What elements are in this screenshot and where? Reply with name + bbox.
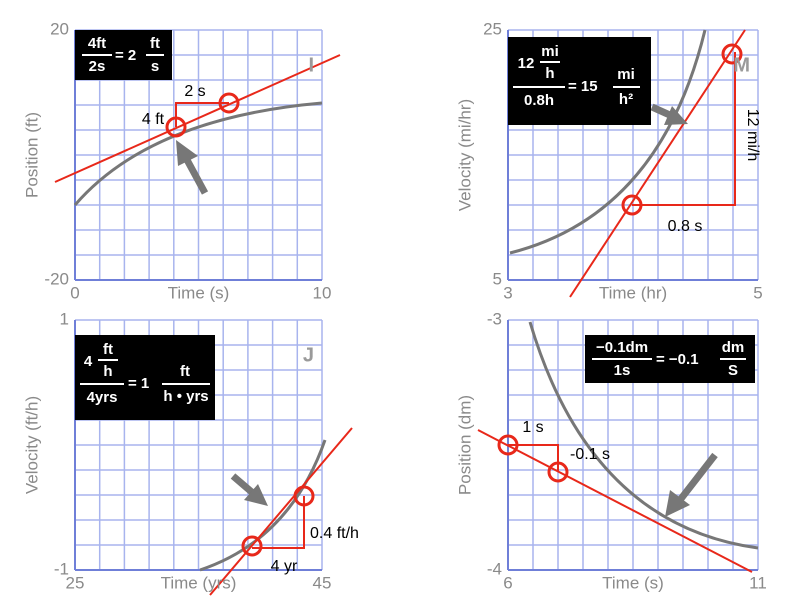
formula-text: 4 bbox=[84, 353, 93, 370]
formula-text: ft bbox=[150, 35, 160, 52]
slope-triangle bbox=[632, 52, 736, 206]
curve bbox=[199, 439, 327, 572]
formula-text: 1s bbox=[614, 362, 631, 379]
arrow-shaft bbox=[230, 473, 257, 497]
tangent bbox=[477, 429, 753, 573]
y-axis-title: Position (ft) bbox=[22, 112, 41, 198]
arrow-head bbox=[665, 490, 690, 517]
x-min-label: 25 bbox=[66, 573, 85, 592]
formula-text: h bbox=[545, 65, 554, 82]
x-axis-title: Time (s) bbox=[602, 573, 664, 592]
panel-2-drawing bbox=[509, 29, 746, 298]
x-axis-title: Time (hr) bbox=[599, 283, 667, 302]
formula-text: dm bbox=[722, 339, 745, 356]
marker bbox=[293, 485, 315, 507]
marker bbox=[547, 461, 569, 483]
tangent bbox=[569, 29, 746, 298]
x-max-label: 45 bbox=[313, 573, 332, 592]
annotation: 1 s bbox=[522, 419, 543, 436]
formula-text: 4yrs bbox=[87, 389, 118, 406]
annotation: 4 ft bbox=[142, 111, 165, 128]
marker bbox=[621, 194, 643, 216]
arrow-head bbox=[244, 484, 268, 506]
x-max-label: 10 bbox=[313, 283, 332, 302]
arrow-head bbox=[664, 106, 688, 125]
x-axis-title: Time (yrs) bbox=[161, 573, 237, 592]
marker bbox=[497, 434, 519, 456]
formula-text: 4ft bbox=[88, 35, 106, 52]
tangent bbox=[209, 427, 353, 596]
formula-text: mi bbox=[541, 43, 559, 60]
y-max-label: 1 bbox=[60, 309, 69, 328]
formula-text: h • yrs bbox=[163, 388, 208, 405]
y-axis-title: Velocity (ft/h) bbox=[22, 396, 41, 494]
y-axis-title: Velocity (mi/hr) bbox=[455, 99, 474, 211]
formula-text: S bbox=[728, 362, 738, 379]
marker bbox=[721, 43, 743, 65]
formula-text: = 15 bbox=[568, 78, 598, 95]
y-min-label: -1 bbox=[54, 559, 69, 578]
formula-text: = 1 bbox=[128, 375, 149, 392]
annotation: -0.1 s bbox=[570, 446, 610, 463]
formula-text: mi bbox=[617, 66, 635, 83]
curve bbox=[509, 29, 707, 255]
x-min-label: 6 bbox=[503, 573, 512, 592]
slope-triangle bbox=[252, 496, 305, 549]
formula-box: 4 ft h 4yrs = 1 ft h • yrs bbox=[75, 335, 215, 420]
y-axis-title: Position (dm) bbox=[455, 395, 474, 495]
formula-text: ft bbox=[103, 341, 113, 358]
panel-letter: J bbox=[303, 344, 314, 366]
y-min-label: -4 bbox=[487, 559, 502, 578]
annotation: 0.4 ft/h bbox=[310, 525, 359, 542]
x-min-label: 0 bbox=[70, 283, 79, 302]
y-max-label: -3 bbox=[487, 309, 502, 328]
y-max-label: 20 bbox=[50, 19, 69, 38]
box bbox=[75, 335, 215, 420]
x-axis-title: Time (s) bbox=[168, 283, 230, 302]
annotation: 2 s bbox=[184, 83, 205, 100]
x-max-label: 11 bbox=[749, 573, 767, 592]
marker bbox=[218, 92, 240, 114]
panel-1-drawing bbox=[54, 54, 341, 206]
y-min-label: 5 bbox=[493, 269, 502, 288]
marker bbox=[165, 116, 187, 138]
panel-letter: M bbox=[733, 54, 750, 76]
annotation: 0.8 s bbox=[668, 218, 703, 235]
marker bbox=[241, 535, 263, 557]
formula-text: 2s bbox=[89, 58, 106, 75]
arrow-shaft bbox=[182, 156, 209, 195]
formula-text: h² bbox=[619, 91, 633, 108]
formula-text: h bbox=[103, 363, 112, 380]
arrow-head bbox=[176, 140, 198, 166]
x-max-label: 5 bbox=[753, 283, 762, 302]
y-max-label: 25 bbox=[483, 19, 502, 38]
formula-box: 4ft 2s = 2 ft s bbox=[75, 30, 172, 80]
panel-4-drawing bbox=[477, 321, 759, 573]
formula-text: = −0.1 bbox=[656, 351, 699, 368]
panel-3-drawing bbox=[199, 427, 353, 596]
y-min-label: -20 bbox=[44, 269, 69, 288]
formula-text: 12 bbox=[518, 55, 535, 72]
annotation: 4 yr bbox=[271, 558, 298, 575]
panel-letter: I bbox=[308, 54, 314, 76]
x-min-label: 3 bbox=[503, 283, 512, 302]
box bbox=[508, 37, 651, 125]
tangent bbox=[54, 54, 341, 183]
arrow-shaft bbox=[677, 452, 718, 503]
curve bbox=[528, 321, 759, 550]
formula-text: s bbox=[151, 58, 159, 75]
formula-box: 12 mi h 0.8h = 15 mi h² bbox=[508, 37, 651, 125]
formula-box: −0.1dm 1s = −0.1 dm S bbox=[585, 335, 755, 383]
formula-text: 0.8h bbox=[524, 92, 554, 109]
formula-text: −0.1dm bbox=[596, 339, 648, 356]
annotation: 12 mi/h bbox=[744, 109, 761, 161]
formula-text: ft bbox=[180, 363, 190, 380]
formula-text: = 2 bbox=[115, 47, 136, 64]
